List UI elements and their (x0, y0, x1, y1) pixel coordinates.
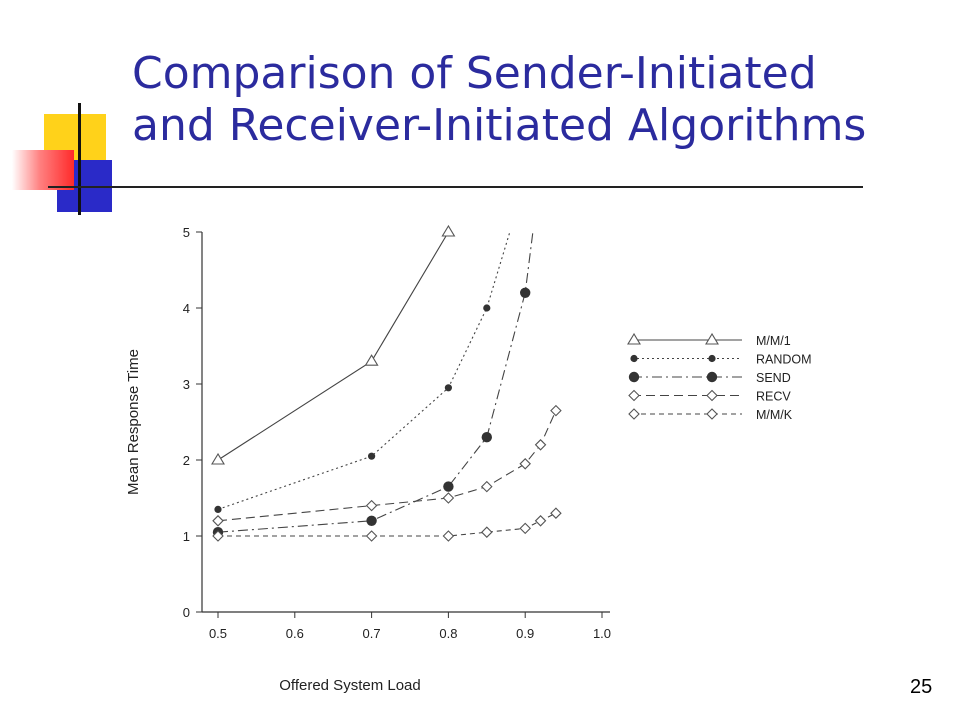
legend-label-m-m-1: M/M/1 (756, 334, 791, 348)
legend-marker-send (706, 371, 718, 383)
series-line-m-m-1 (217, 231, 449, 461)
y-tick-label: 4 (183, 301, 190, 316)
x-tick-label: 0.7 (363, 626, 381, 641)
legend-label-random: RANDOM (756, 353, 812, 367)
data-point-send (366, 515, 377, 526)
legend-marker-m-m-k (706, 408, 718, 420)
legend-marker-m-m-1 (627, 332, 641, 345)
data-point-send (520, 287, 531, 298)
legend-marker-recv (706, 389, 718, 402)
data-point-m-m-k (481, 526, 493, 538)
x-tick-label: 1.0 (593, 626, 611, 641)
x-axis-title: Offered System Load (279, 677, 420, 694)
slide-title: Comparison of Sender-Initiated and Recei… (132, 48, 932, 152)
data-point-send (481, 432, 492, 443)
legend-label-m-m-k: M/M/K (756, 408, 793, 422)
legend-marker-m-m-1 (705, 332, 719, 345)
data-point-m-m-k (365, 530, 378, 542)
y-tick-label: 1 (183, 529, 190, 544)
data-point-random (368, 452, 376, 460)
slide-title-line-1: Comparison of Sender-Initiated (132, 48, 817, 99)
data-point-random (214, 505, 222, 513)
legend-label-recv: RECV (756, 390, 791, 404)
data-point-recv (534, 439, 547, 451)
data-point-m-m-k (212, 530, 224, 542)
data-point-m-m-1 (364, 354, 379, 366)
slide-title-line-2: and Receiver-Initiated Algorithms (132, 100, 867, 151)
data-point-recv (212, 515, 224, 527)
data-point-m-m-k (442, 530, 455, 542)
series-line-random (217, 231, 511, 510)
data-point-m-m-k (534, 515, 547, 527)
data-point-recv (442, 492, 455, 504)
y-tick-label: 0 (183, 605, 190, 620)
x-tick-label: 0.8 (439, 626, 457, 641)
series-line-send (217, 231, 534, 533)
response-time-chart: 0.5 0.6 0.7 0.8 0.9 1.0 0 1 2 3 4 5 Offered System L… (120, 212, 860, 702)
y-axis-title: Mean Response Time (125, 349, 142, 495)
legend-marker-random (630, 354, 638, 363)
x-tick-label: 0.9 (516, 626, 534, 641)
y-tick-label: 5 (183, 225, 190, 240)
legend-marker-m-m-k (628, 408, 640, 420)
legend-marker-random (708, 354, 716, 363)
legend-label-send: SEND (756, 371, 791, 385)
data-point-m-m-k (550, 507, 562, 519)
series-line-m-m-k (218, 512, 557, 537)
data-point-recv (365, 499, 378, 512)
legend-marker-send (628, 371, 640, 383)
data-point-random (444, 384, 452, 392)
data-point-m-m-1 (441, 224, 456, 237)
data-point-random (483, 304, 491, 312)
y-tick-label: 2 (183, 453, 190, 468)
data-point-recv (519, 458, 531, 470)
data-point-send (443, 481, 454, 492)
x-tick-label: 0.5 (209, 626, 227, 641)
data-point-recv (481, 480, 493, 493)
decorative-vertical-rule (78, 103, 81, 215)
slide-number: 25 (910, 676, 933, 698)
title-underline-rule (48, 186, 863, 188)
chart-canvas: 0.5 0.6 0.7 0.8 0.9 1.0 0 1 2 3 4 5 Offered System L… (125, 224, 812, 694)
data-point-m-m-k (519, 522, 531, 535)
legend-marker-recv (628, 389, 640, 402)
x-tick-label: 0.6 (286, 626, 304, 641)
decorative-red-gradient-bar (12, 150, 74, 190)
data-point-recv (550, 404, 562, 417)
y-tick-label: 3 (183, 377, 190, 392)
data-point-m-m-1 (211, 452, 225, 465)
